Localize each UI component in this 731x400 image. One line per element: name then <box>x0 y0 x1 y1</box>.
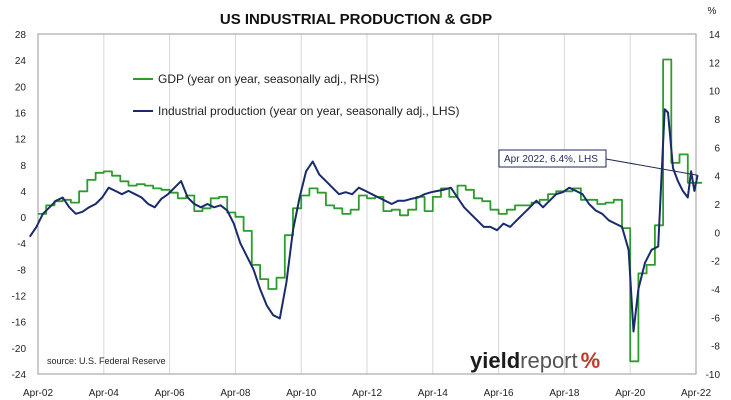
legend: GDP (year on year, seasonally adj., RHS)… <box>133 72 460 118</box>
right-axis-tick-labels: 14 12 10 8 6 4 2 0 -2 -4 -6 -8 -10 <box>706 30 721 381</box>
x-tick-label: Apr-22 <box>681 388 711 399</box>
chart-title: US INDUSTRIAL PRODUCTION & GDP <box>220 11 492 28</box>
yieldreport-logo: yieldreport% <box>470 348 600 373</box>
right-y-tick-label: 0 <box>714 228 720 239</box>
x-tick-label: Apr-10 <box>286 388 316 399</box>
svg-text:yieldreport%: yieldreport% <box>470 348 600 373</box>
plot-area-frame <box>37 33 697 375</box>
logo-word-report: report <box>520 348 577 373</box>
industrial-production-series-line <box>28 108 699 333</box>
right-y-tick-label: -10 <box>706 370 721 381</box>
right-y-tick-label: 12 <box>709 58 721 69</box>
logo-percent-sign: % <box>581 348 601 373</box>
x-tick-label: Apr-16 <box>484 388 514 399</box>
x-axis-tick-labels: Apr-02 Apr-04 Apr-06 Apr-08 Apr-10 Apr-12 Apr-… <box>23 388 711 399</box>
callout-text: Apr 2022, 6.4%, LHS <box>504 154 598 165</box>
source-note: source: U.S. Federal Reserve <box>47 356 166 366</box>
left-y-tick-label: 4 <box>20 187 26 198</box>
left-y-tick-label: 8 <box>20 161 26 172</box>
right-y-tick-label: -2 <box>711 257 720 268</box>
x-tick-label: Apr-20 <box>615 388 645 399</box>
left-y-tick-label: -8 <box>17 265 26 276</box>
right-y-tick-label: 2 <box>714 200 720 211</box>
left-axis-tick-labels: 28 24 20 16 12 8 4 0 -4 -8 -12 -16 -20 -24 <box>12 30 27 381</box>
x-tick-label: Apr-06 <box>155 388 185 399</box>
legend-label-industrial-production: Industrial production (year on year, sea… <box>158 104 460 118</box>
gdp-series-line <box>38 58 702 363</box>
right-y-tick-label: -4 <box>711 285 720 296</box>
right-y-tick-label: 4 <box>714 172 720 183</box>
left-y-tick-label: 20 <box>15 82 27 93</box>
x-tick-label: Apr-18 <box>549 388 579 399</box>
callout-leader-line <box>605 158 698 176</box>
x-tick-label: Apr-12 <box>352 388 382 399</box>
left-y-tick-label: 28 <box>15 30 27 41</box>
right-axis-unit: % <box>708 6 717 17</box>
right-y-tick-label: 6 <box>714 143 720 154</box>
left-y-tick-label: 12 <box>15 135 27 146</box>
x-tick-label: Apr-04 <box>89 388 119 399</box>
latest-value-callout: Apr 2022, 6.4%, LHS <box>498 149 698 176</box>
left-y-tick-label: -20 <box>12 344 27 355</box>
callout-box <box>498 149 607 168</box>
x-tick-label: Apr-08 <box>220 388 250 399</box>
series-lines <box>28 58 702 363</box>
left-y-tick-label: -12 <box>12 292 27 303</box>
right-y-tick-label: 8 <box>714 115 720 126</box>
logo-word-yield: yield <box>470 348 520 373</box>
legend-label-gdp: GDP (year on year, seasonally adj., RHS) <box>158 72 379 86</box>
left-y-tick-label: -16 <box>12 318 27 329</box>
x-tick-label: Apr-02 <box>23 388 53 399</box>
right-y-tick-label: 14 <box>709 30 721 41</box>
right-y-tick-label: 10 <box>709 87 721 98</box>
left-y-tick-label: -4 <box>17 239 26 250</box>
x-tick-label: Apr-14 <box>418 388 448 399</box>
left-y-tick-label: 0 <box>20 213 26 224</box>
right-y-tick-label: -8 <box>711 342 720 353</box>
left-y-tick-label: 24 <box>15 56 27 67</box>
right-y-tick-label: -6 <box>711 313 720 324</box>
left-y-tick-label: 16 <box>15 108 27 119</box>
left-y-tick-label: -24 <box>12 370 27 381</box>
